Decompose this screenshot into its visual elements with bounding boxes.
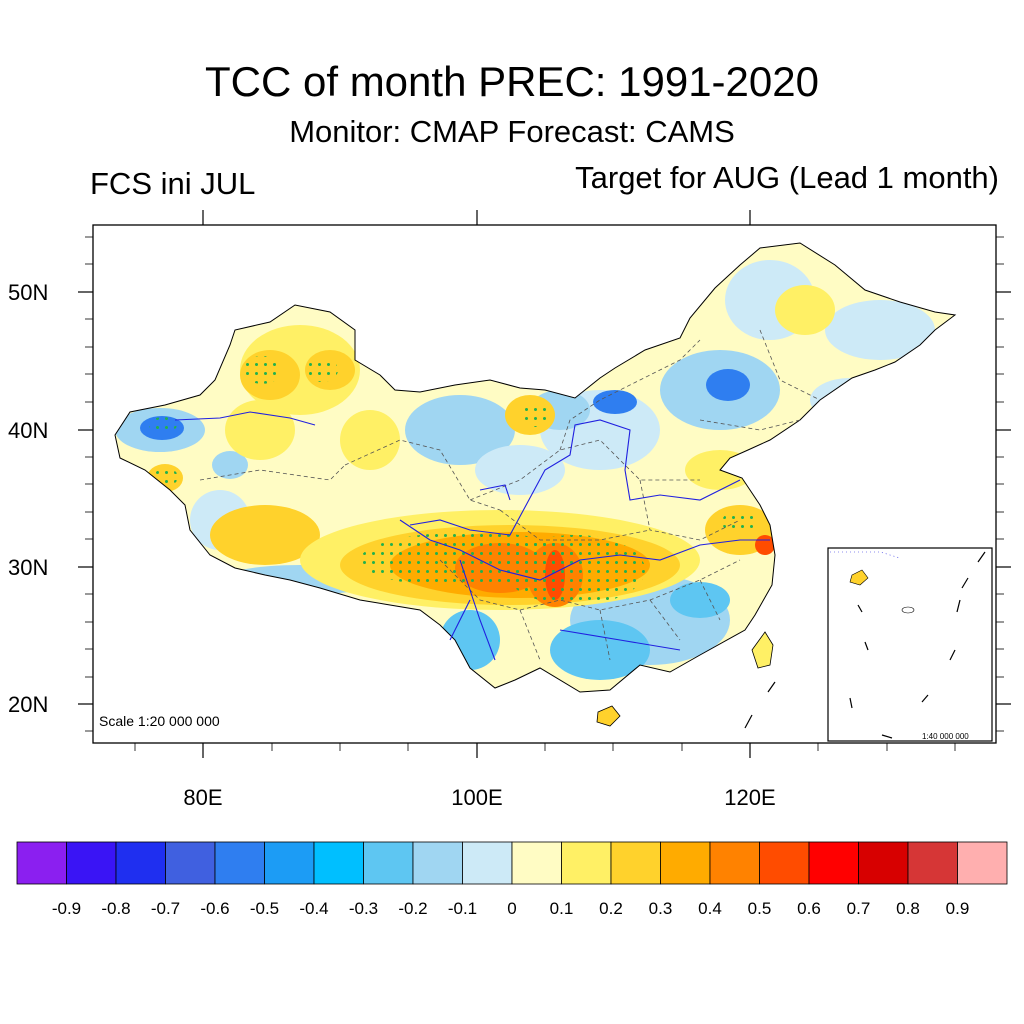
colorbar-box xyxy=(412,841,463,885)
colorbar-label: 0.7 xyxy=(847,899,871,918)
colorbar xyxy=(16,841,1008,885)
axis-minor-ticks xyxy=(85,236,1004,751)
colorbar-box xyxy=(808,841,859,885)
lat-label: 50N xyxy=(8,280,48,305)
colorbar-label: -0.8 xyxy=(101,899,130,918)
colorbar-box xyxy=(115,841,166,885)
taiwan-island xyxy=(751,631,774,669)
latitude-labels: 50N 40N 30N 20N xyxy=(8,280,48,717)
lon-label: 120E xyxy=(724,785,775,810)
hainan-island xyxy=(596,705,621,727)
colorbar-box xyxy=(363,841,414,885)
lat-label: 40N xyxy=(8,418,48,443)
lon-label: 100E xyxy=(451,785,502,810)
axis-ticks xyxy=(78,210,1011,758)
colorbar-label: -0.3 xyxy=(349,899,378,918)
colorbar-label: 0.6 xyxy=(797,899,821,918)
colorbar-box xyxy=(16,841,67,885)
island-mark xyxy=(744,714,753,729)
colorbar-box xyxy=(907,841,958,885)
colorbar-labels: -0.9 -0.8 -0.7 -0.6 -0.5 -0.4 -0.3 -0.2 -0.1 0 0.1… xyxy=(52,899,969,918)
colorbar-label: 0.2 xyxy=(599,899,623,918)
map-title: TCC of month PREC: 1991-2020 xyxy=(205,58,819,105)
main-scale-label: Scale 1:20 000 000 xyxy=(99,713,220,729)
init-note: FCS ini JUL xyxy=(90,166,256,201)
island-mark xyxy=(767,681,776,693)
colorbar-label: -0.5 xyxy=(250,899,279,918)
colorbar-label: 0.4 xyxy=(698,899,722,918)
longitude-labels: 80E 100E 120E xyxy=(183,785,775,810)
colorbar-label: -0.1 xyxy=(448,899,477,918)
province-boundaries xyxy=(199,329,821,661)
map-subtitle: Monitor: CMAP Forecast: CAMS xyxy=(289,114,735,149)
colorbar-box xyxy=(165,841,216,885)
colorbar-box xyxy=(709,841,760,885)
colorbar-box xyxy=(462,841,513,885)
lat-label: 20N xyxy=(8,692,48,717)
colorbar-box xyxy=(264,841,315,885)
colorbar-box xyxy=(858,841,909,885)
colorbar-box xyxy=(610,841,661,885)
target-note: Target for AUG (Lead 1 month) xyxy=(575,160,999,195)
lon-label: 80E xyxy=(183,785,222,810)
colorbar-label: 0.1 xyxy=(550,899,574,918)
rivers xyxy=(174,411,770,661)
colorbar-label: -0.2 xyxy=(398,899,427,918)
colorbar-box xyxy=(759,841,810,885)
lat-label: 30N xyxy=(8,555,48,580)
colorbar-box xyxy=(957,841,1008,885)
colorbar-label: 0.8 xyxy=(896,899,920,918)
colorbar-label: 0.5 xyxy=(748,899,772,918)
inset-scale-label: 1:40 000 000 xyxy=(922,732,969,741)
colorbar-label: 0.3 xyxy=(649,899,673,918)
colorbar-label: 0.9 xyxy=(946,899,970,918)
colorbar-box xyxy=(313,841,364,885)
south-china-sea-inset: 1:40 000 000 xyxy=(827,547,993,742)
colorbar-box xyxy=(660,841,711,885)
colorbar-box xyxy=(214,841,265,885)
colorbar-label: -0.4 xyxy=(299,899,328,918)
colorbar-label: 0 xyxy=(507,899,516,918)
colorbar-box xyxy=(511,841,562,885)
china-border xyxy=(114,242,957,693)
colorbar-label: -0.9 xyxy=(52,899,81,918)
colorbar-box xyxy=(66,841,117,885)
colorbar-label: -0.6 xyxy=(200,899,229,918)
colorbar-box xyxy=(561,841,612,885)
colorbar-label: -0.7 xyxy=(151,899,180,918)
